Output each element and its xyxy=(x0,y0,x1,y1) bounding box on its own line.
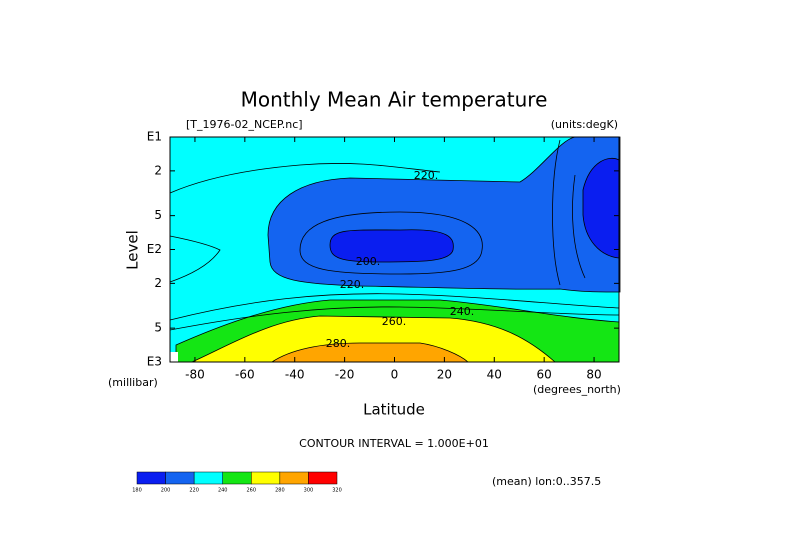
chart-title: Monthly Mean Air temperature xyxy=(241,88,548,112)
colorbar-box xyxy=(165,471,195,485)
colorbar-label: 220 xyxy=(189,488,199,494)
x-tick-label: -20 xyxy=(335,368,355,382)
colorbar-box xyxy=(308,471,338,485)
colorbar-label: 260 xyxy=(247,488,257,494)
colorbar-label: 280 xyxy=(275,488,285,494)
contour-label: 240. xyxy=(450,305,475,318)
contour-line xyxy=(169,163,441,194)
x-tick-label: -60 xyxy=(235,368,255,382)
contour-line xyxy=(299,211,483,275)
colorbar-box xyxy=(136,471,166,485)
y-tick-label: E1 xyxy=(147,130,162,144)
contour-line xyxy=(169,293,620,321)
colorbar-box xyxy=(222,471,252,485)
units-label: (units:degK) xyxy=(551,118,618,131)
x-tick-label: 20 xyxy=(437,368,452,382)
contour-line xyxy=(169,235,221,283)
y-tick-label: 5 xyxy=(154,208,162,222)
x-tick-label: 0 xyxy=(391,368,399,382)
contour-line xyxy=(169,306,620,331)
x-tick-label: 60 xyxy=(537,368,552,382)
colorbar-box xyxy=(193,471,223,485)
x-axis-title: Latitude xyxy=(363,401,425,419)
contour-region xyxy=(191,315,557,363)
x-tick-label: -80 xyxy=(185,368,205,382)
contour-region xyxy=(270,342,470,363)
x-tick-label: 80 xyxy=(586,368,601,382)
y-axis-title: Level xyxy=(124,230,142,270)
contour-label: 280. xyxy=(326,337,351,350)
contour-label: 260. xyxy=(382,315,407,328)
colorbar-label: 320 xyxy=(332,488,342,494)
y-tick-label: E3 xyxy=(147,355,162,369)
x-tick-label: -40 xyxy=(285,368,305,382)
y-tick-label: 2 xyxy=(154,163,162,177)
dataset-label: [T_1976-02_NCEP.nc] xyxy=(186,118,303,131)
missing-data xyxy=(170,352,178,362)
x-units: (degrees_north) xyxy=(533,383,621,396)
colorbar-label: 200 xyxy=(161,488,171,494)
y-tick-label: 5 xyxy=(154,321,162,335)
y-units: (millibar) xyxy=(108,376,158,389)
colorbar-label: 180 xyxy=(132,488,142,494)
colorbar-box xyxy=(251,471,281,485)
colorbar-label: 240 xyxy=(218,488,228,494)
contour-label: 200. xyxy=(356,255,381,268)
contour-label: 220. xyxy=(340,278,365,291)
y-tick-label: E2 xyxy=(147,242,162,256)
contour-interval: CONTOUR INTERVAL = 1.000E+01 xyxy=(299,437,489,450)
colorbar-label: 300 xyxy=(304,488,314,494)
contour-line xyxy=(552,139,561,286)
note: (mean) lon:0..357.5 xyxy=(492,475,601,488)
contour-label: 220. xyxy=(414,169,439,182)
contour-region xyxy=(329,229,454,263)
y-tick-label: 2 xyxy=(154,276,162,290)
colorbar-box xyxy=(279,471,309,485)
contour-line xyxy=(572,174,586,279)
x-tick-label: 40 xyxy=(487,368,502,382)
